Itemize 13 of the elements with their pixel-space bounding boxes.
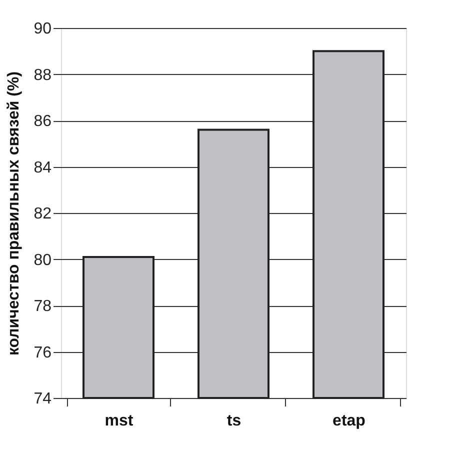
y-axis-title: количество правильных связей (%) [6, 71, 23, 356]
y-tick-label: 90 [34, 20, 52, 38]
y-tick-label: 74 [34, 390, 52, 408]
y-tick-label: 82 [34, 206, 52, 222]
y-tick-label: 80 [34, 252, 52, 269]
x-tick-label: ts [226, 412, 242, 430]
y-tick-label: 84 [34, 159, 52, 176]
x-tick-label: mst [104, 412, 134, 430]
y-tick-label: 86 [34, 113, 52, 130]
y-tick-label: 88 [34, 66, 52, 84]
x-tick-label: etap [332, 412, 366, 430]
y-tick-label: 78 [34, 298, 52, 315]
y-tick-label: 76 [34, 344, 52, 362]
